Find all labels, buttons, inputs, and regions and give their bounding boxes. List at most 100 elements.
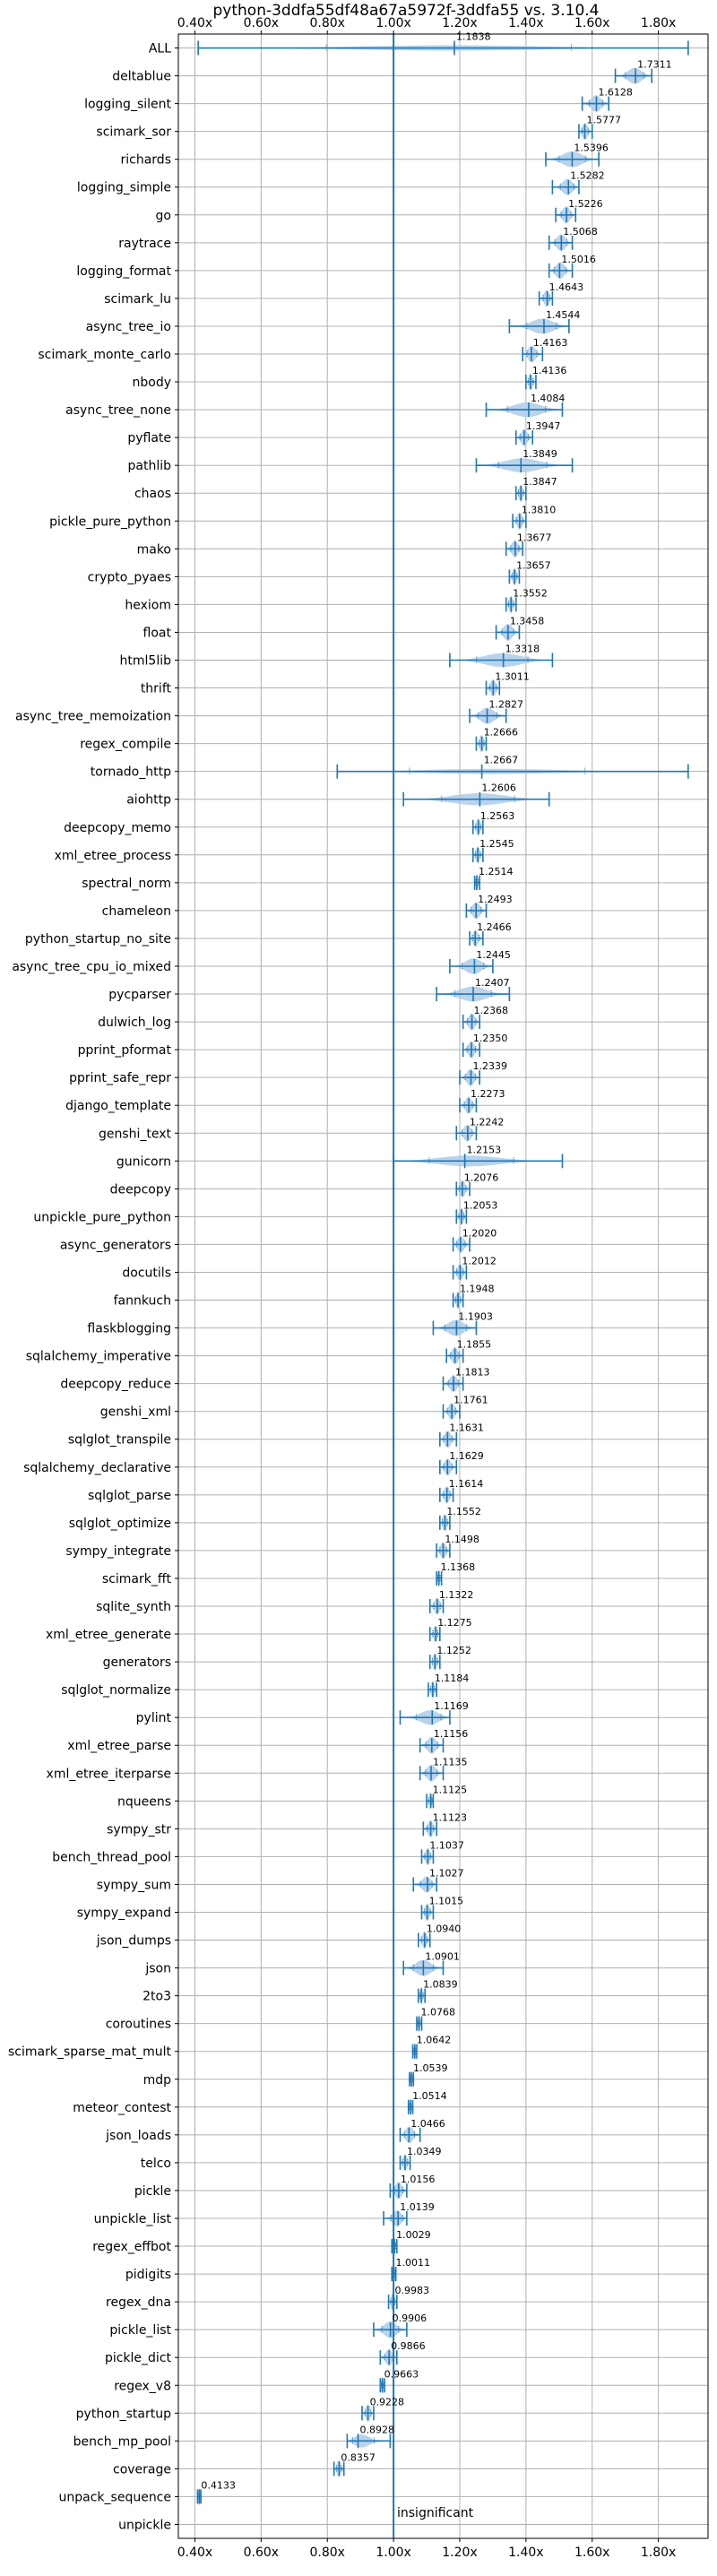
value-label-go: 1.5226: [568, 198, 603, 210]
value-label-regex-effbot: 1.0029: [396, 2229, 431, 2241]
value-label-chaos: 1.3847: [523, 476, 557, 488]
value-label-nqueens: 1.1125: [433, 1784, 468, 1795]
value-label-flaskblogging: 1.1903: [458, 1311, 493, 1323]
value-label-sqlalchemy-declarative: 1.1629: [449, 1450, 483, 1462]
value-label-sqlite-synth: 1.1322: [439, 1589, 474, 1601]
value-label-sqlalchemy-imperative: 1.1855: [457, 1339, 491, 1351]
y-tick-label-tornado-http: tornado_http: [91, 765, 171, 780]
y-tick-label-sympy-str: sympy_str: [107, 1822, 171, 1837]
value-label-pidigits: 1.0011: [396, 2257, 431, 2269]
x-tick-label-bottom: 1.20x: [442, 2546, 477, 2560]
value-label-fannkuch: 1.1948: [460, 1284, 495, 1295]
value-label-pathlib: 1.3849: [523, 448, 557, 460]
y-tick-label-unpickle-pure-python: unpickle_pure_python: [33, 1210, 171, 1224]
y-tick-label-mako: mako: [137, 542, 171, 557]
value-label-dulwich-log: 1.2368: [474, 1005, 509, 1016]
x-tick-label-top: 0.80x: [309, 16, 344, 30]
y-tick-label-sqlglot-parse: sqlglot_parse: [88, 1489, 171, 1503]
violin-layer: [197, 45, 688, 2506]
x-tick-label-top: 1.40x: [508, 16, 543, 30]
value-label-sympy-sum: 1.1027: [429, 1867, 464, 1879]
y-tick-label-telco: telco: [141, 2157, 171, 2171]
value-label-tornado-http: 1.2667: [484, 755, 519, 766]
y-tick-label-2to3: 2to3: [143, 1990, 171, 2004]
value-label-all: 1.1838: [456, 31, 491, 43]
value-label-regex-dna: 0.9983: [394, 2285, 429, 2296]
value-label-sqlglot-optimize: 1.1552: [446, 1506, 481, 1517]
y-tick-label-fannkuch: fannkuch: [114, 1294, 171, 1309]
value-label-sympy-str: 1.1123: [433, 1811, 468, 1823]
value-label-xml-etree-process: 1.2545: [479, 838, 514, 850]
value-label-regex-compile: 1.2666: [484, 727, 519, 739]
value-label-django-template: 1.2273: [471, 1088, 505, 1100]
x-tick-label-bottom: 1.00x: [376, 2546, 410, 2560]
y-tick-label-xml-etree-generate: xml_etree_generate: [46, 1628, 171, 1642]
y-tick-label-coverage: coverage: [113, 2462, 171, 2477]
value-label-regex-v8: 0.9663: [384, 2368, 419, 2380]
y-tick-label-regex-dna: regex_dna: [106, 2295, 171, 2310]
y-tick-label-xml-etree-iterparse: xml_etree_iterparse: [47, 1767, 171, 1781]
y-tick-label-richards: richards: [121, 153, 172, 168]
y-tick-label-async-generators: async_generators: [60, 1238, 171, 1252]
y-tick-label-go: go: [156, 209, 171, 223]
y-tick-label-sqlglot-normalize: sqlglot_normalize: [61, 1683, 171, 1698]
x-tick-label-top: 1.80x: [641, 16, 676, 30]
y-tick-label-sympy-sum: sympy_sum: [97, 1878, 171, 1892]
x-tick-label-top: 0.60x: [244, 16, 279, 30]
y-tick-label-xml-etree-process: xml_etree_process: [55, 849, 171, 863]
y-tick-label-crypto-pyaes: crypto_pyaes: [88, 570, 171, 584]
value-label-json: 1.0901: [425, 1951, 460, 1963]
y-tick-label-unpack-sequence: unpack_sequence: [59, 2490, 171, 2504]
value-label-nbody: 1.4136: [532, 365, 567, 376]
y-tick-label-meteor-contest: meteor_contest: [73, 2101, 171, 2115]
axis-layer: 0.40x 0.40x 0.60x 0.60x 0.80x 0.80x 1.00x 1.00x…: [8, 16, 709, 2560]
y-tick-label-dulwich-log: dulwich_log: [98, 1016, 171, 1030]
value-label-coroutines: 1.0768: [420, 2007, 455, 2018]
value-label-deepcopy-reduce: 1.1813: [455, 1367, 489, 1379]
y-tick-label-bench-thread-pool: bench_thread_pool: [52, 1850, 171, 1864]
y-tick-label-pylint: pylint: [136, 1711, 172, 1725]
value-label-aiohttp: 1.2606: [481, 782, 516, 794]
value-label-unpickle-list: 1.0139: [400, 2201, 435, 2213]
value-label-scimark-monte-carlo: 1.4163: [533, 337, 568, 349]
y-tick-label-django-template: django_template: [65, 1099, 171, 1113]
value-label-pickle-list: 0.9906: [393, 2312, 428, 2324]
y-tick-label-pidigits: pidigits: [125, 2268, 171, 2282]
value-label-scimark-lu: 1.4643: [549, 281, 584, 293]
value-label-html5lib: 1.3318: [505, 644, 540, 655]
x-tick-label-top: 1.20x: [442, 16, 477, 30]
y-tick-label-all: ALL: [149, 42, 171, 56]
value-label-pickle-pure-python: 1.3810: [522, 504, 557, 515]
y-tick-label-sqlalchemy-imperative: sqlalchemy_imperative: [26, 1350, 171, 1364]
value-label-coverage: 0.8357: [341, 2451, 376, 2463]
y-tick-label-pickle-pure-python: pickle_pure_python: [49, 514, 171, 529]
y-tick-label-sqlglot-optimize: sqlglot_optimize: [69, 1517, 171, 1531]
value-label-2to3: 1.0839: [423, 1979, 458, 1991]
value-label-gunicorn: 1.2153: [467, 1144, 502, 1155]
y-tick-label-unpickle: unpickle: [118, 2518, 171, 2532]
x-tick-label-bottom: 1.40x: [508, 2546, 543, 2560]
y-tick-label-pyflate: pyflate: [127, 431, 171, 445]
y-tick-label-pprint-safe-repr: pprint_safe_repr: [69, 1071, 171, 1085]
value-label-sqlglot-normalize: 1.1184: [435, 1673, 470, 1684]
y-tick-label-sqlalchemy-declarative: sqlalchemy_declarative: [23, 1461, 171, 1475]
y-tick-label-nbody: nbody: [133, 376, 172, 390]
value-label-sympy-expand: 1.1015: [429, 1896, 464, 1907]
y-tick-label-regex-effbot: regex_effbot: [92, 2240, 171, 2254]
value-label-unpickle-pure-python: 1.2053: [463, 1199, 498, 1211]
y-tick-label-html5lib: html5lib: [120, 654, 172, 669]
value-label-scimark-fft: 1.1368: [441, 1561, 476, 1573]
y-tick-label-pickle-dict: pickle_dict: [105, 2351, 172, 2365]
value-label-pyflate: 1.3947: [526, 420, 561, 432]
y-tick-label-float: float: [143, 626, 172, 640]
y-tick-label-scimark-sor: scimark_sor: [96, 125, 171, 140]
y-tick-label-spectral-norm: spectral_norm: [82, 877, 171, 891]
value-label-async-tree-io: 1.4544: [546, 309, 581, 321]
value-label-meteor-contest: 1.0514: [412, 2090, 447, 2102]
x-tick-label-top: 1.60x: [574, 16, 609, 30]
value-label-sympy-integrate: 1.1498: [445, 1534, 479, 1545]
value-label-async-tree-none: 1.4084: [531, 393, 566, 404]
y-tick-label-mdp: mdp: [143, 2073, 172, 2088]
value-label-generators: 1.1252: [436, 1645, 471, 1656]
y-tick-label-async-tree-io: async_tree_io: [86, 320, 171, 334]
